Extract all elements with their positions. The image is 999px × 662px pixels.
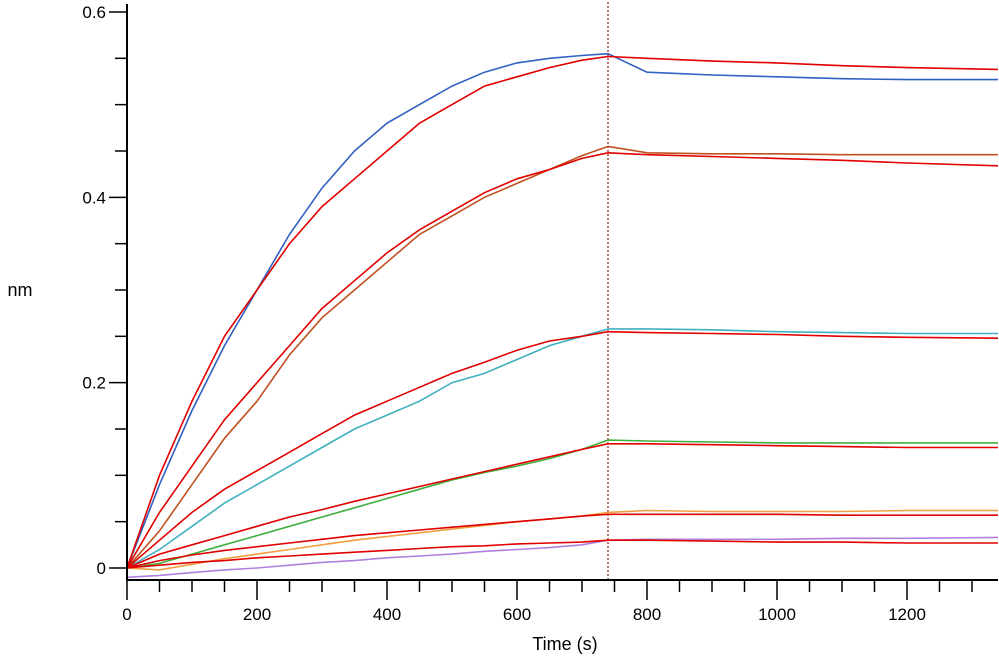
x-tick-label: 0: [122, 605, 131, 624]
data-series-5: [126, 509, 998, 571]
data-series-3: [126, 328, 998, 569]
x-tick-label: 1200: [888, 605, 926, 624]
x-tick-label: 1000: [758, 605, 796, 624]
data-series-2: [126, 145, 998, 569]
x-tick-label: 400: [373, 605, 401, 624]
x-tick-label: 200: [243, 605, 271, 624]
fit-curve-3: [126, 330, 999, 569]
y-tick-label: 0.6: [82, 3, 106, 22]
data-series-4: [126, 439, 998, 569]
fit-curve-6: [126, 539, 998, 569]
fit-curve-1: [126, 55, 999, 569]
x-tick-label: 800: [633, 605, 661, 624]
fit-curve-4: [126, 443, 998, 569]
x-tick-label: 600: [503, 605, 531, 624]
axes: 0 200 400 600 800 1000 1200 0 0.2 0.4 0.6: [82, 3, 998, 624]
y-tick-label: 0.2: [82, 374, 106, 393]
y-tick-label: 0: [97, 559, 106, 578]
data-series-1: [126, 52, 998, 569]
y-axis-label: nm: [7, 280, 32, 300]
y-tick-label: 0.4: [82, 188, 106, 207]
x-axis-label: Time (s): [532, 634, 597, 654]
series-layer: [126, 2, 999, 580]
data-series-6: [126, 536, 999, 579]
fit-curve-2: [126, 151, 999, 569]
fit-curve-5: [126, 513, 998, 569]
